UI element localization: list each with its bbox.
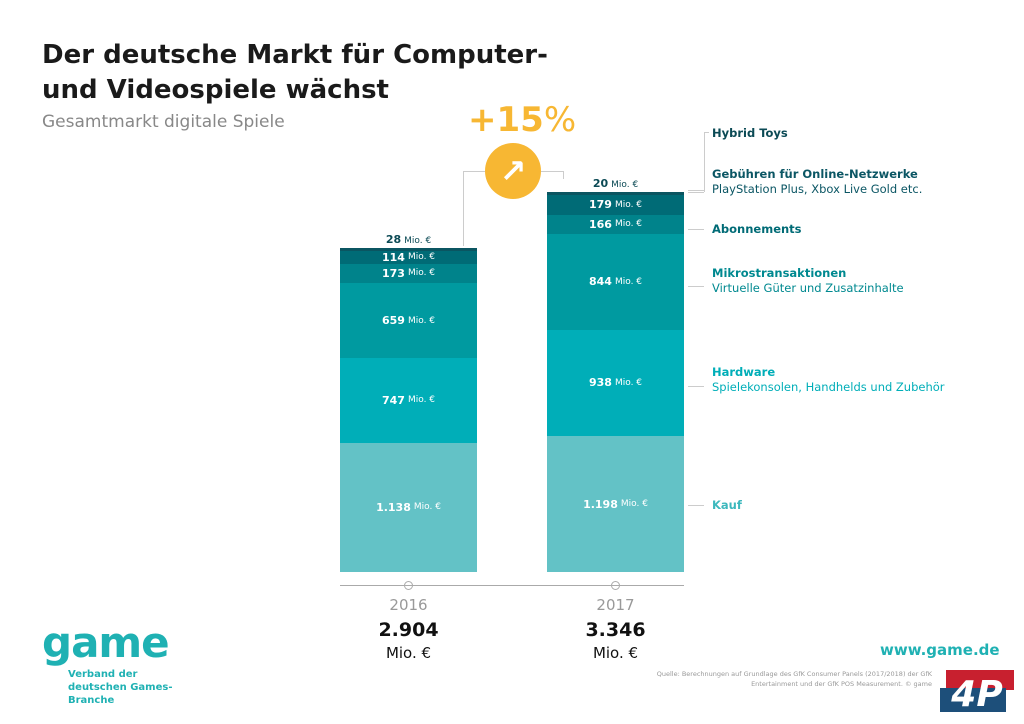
logo-subtitle: Verband der deutschen Games-Branche: [68, 669, 173, 706]
legend-item: Kauf: [712, 498, 952, 513]
connector-line: [463, 171, 485, 172]
bar-segment-geb-hren-f-r-online-netzwerke: 114 Mio. €: [340, 251, 477, 264]
legend-connector: [704, 178, 705, 190]
legend-title: Mikrostransaktionen: [712, 266, 847, 280]
data-label-unit: Mio. €: [404, 235, 432, 246]
data-label-unit: Mio. €: [620, 499, 648, 509]
legend-title: Abonnements: [712, 222, 802, 236]
bar-segment-abonnements: 166 Mio. €: [547, 214, 684, 234]
legend-item: Abonnements: [712, 222, 952, 237]
data-label: 20 Mio. €: [547, 177, 684, 190]
data-label-unit: Mio. €: [614, 276, 643, 287]
data-label-unit: Mio. €: [407, 315, 436, 326]
x-axis: [340, 585, 684, 586]
data-label-value: 173: [381, 266, 405, 280]
legend-connector: [688, 229, 704, 230]
data-label-value: 747: [381, 393, 405, 407]
legend-item: Hardware Spielekonsolen, Handhelds und Zu…: [712, 365, 952, 395]
data-label-value: 179: [588, 198, 612, 212]
subtitle: Gesamtmarkt digitale Spiele: [42, 112, 285, 132]
legend-description: PlayStation Plus, Xbox Live Gold etc.: [712, 182, 923, 196]
data-label-unit: Mio. €: [614, 219, 643, 230]
total-value: 3.346: [585, 619, 646, 641]
website-link[interactable]: www.game.de: [880, 641, 1000, 659]
4p-watermark-logo: 4P: [940, 670, 1014, 713]
legend-item: Gebühren für Online-Netzwerke PlayStation…: [712, 167, 952, 197]
data-label-unit: Mio. €: [407, 395, 436, 406]
total-unit: Mio. €: [385, 644, 432, 662]
data-label-unit: Mio. €: [413, 502, 441, 513]
bar-segment-hybrid-toys: [547, 192, 684, 195]
game-logo: game: [42, 618, 170, 667]
arrow-up-right-icon: ↗: [485, 143, 541, 199]
data-label-value: 20: [592, 177, 609, 191]
legend-connector: [688, 286, 704, 287]
year-label: 2017: [596, 596, 635, 614]
bar-segment-mikrostransaktionen: 844 Mio. €: [547, 233, 684, 330]
data-label-unit: Mio. €: [614, 377, 643, 388]
data-label-value: 166: [588, 217, 612, 231]
bar-segment-hardware: 938 Mio. €: [547, 329, 684, 437]
data-label-unit: Mio. €: [614, 199, 643, 210]
total-value: 2.904: [378, 619, 439, 641]
svg-text:4P: 4P: [950, 674, 1002, 713]
legend-item: Mikrostransaktionen Virtuelle Güter und Z…: [712, 266, 952, 296]
legend-connector: [704, 132, 709, 133]
data-label-value: 844: [588, 275, 612, 289]
year-label: 2016: [389, 596, 428, 614]
legend-title: Hybrid Toys: [712, 126, 788, 140]
legend-description: Virtuelle Güter und Zusatzinhalte: [712, 281, 904, 295]
data-label-value: 659: [381, 314, 405, 328]
legend-connector: [688, 190, 704, 191]
data-label-value: 938: [588, 376, 612, 390]
total-unit: Mio. €: [592, 644, 639, 662]
data-label-unit: Mio. €: [611, 180, 639, 191]
data-label-unit: Mio. €: [407, 252, 436, 263]
legend-connector: [688, 386, 704, 387]
legend-connector: [688, 505, 704, 506]
legend-item: Hybrid Toys: [712, 126, 952, 141]
connector-line: [563, 171, 564, 179]
bar-segment-kauf: 1.198 Mio. €: [547, 436, 684, 572]
bar-segment-geb-hren-f-r-online-netzwerke: 179 Mio. €: [547, 194, 684, 215]
bar-segment-hardware: 747 Mio. €: [340, 358, 477, 443]
bar-segment-kauf: 1.138 Mio. €: [340, 442, 477, 572]
legend-description: Spielekonsolen, Handhelds und Zubehör: [712, 380, 945, 394]
legend-title: Kauf: [712, 498, 742, 512]
growth-percentage: +15%: [468, 100, 576, 140]
bar-segment-abonnements: 173 Mio. €: [340, 263, 477, 284]
data-label-unit: Mio. €: [407, 268, 436, 279]
source-note: Quelle: Berechnungen auf Grundlage des G…: [656, 670, 932, 688]
connector-line: [463, 171, 464, 246]
legend-connector: [704, 132, 705, 192]
data-label-value: 28: [385, 232, 402, 246]
growth-value: +15: [468, 100, 544, 140]
legend-title: Gebühren für Online-Netzwerke: [712, 167, 918, 181]
growth-unit: %: [543, 100, 577, 140]
legend-connector: [688, 192, 704, 193]
data-label-value: 1.138: [376, 500, 411, 514]
page-title: Der deutsche Markt für Computer- und Vid…: [42, 40, 548, 105]
legend-title: Hardware: [712, 365, 776, 379]
bar-segment-mikrostransaktionen: 659 Mio. €: [340, 283, 477, 359]
connector-line: [541, 171, 563, 172]
data-label-value: 1.198: [583, 497, 618, 511]
data-label-value: 114: [381, 250, 405, 264]
bar-segment-hybrid-toys: [340, 247, 477, 251]
data-label: 28 Mio. €: [340, 233, 477, 246]
